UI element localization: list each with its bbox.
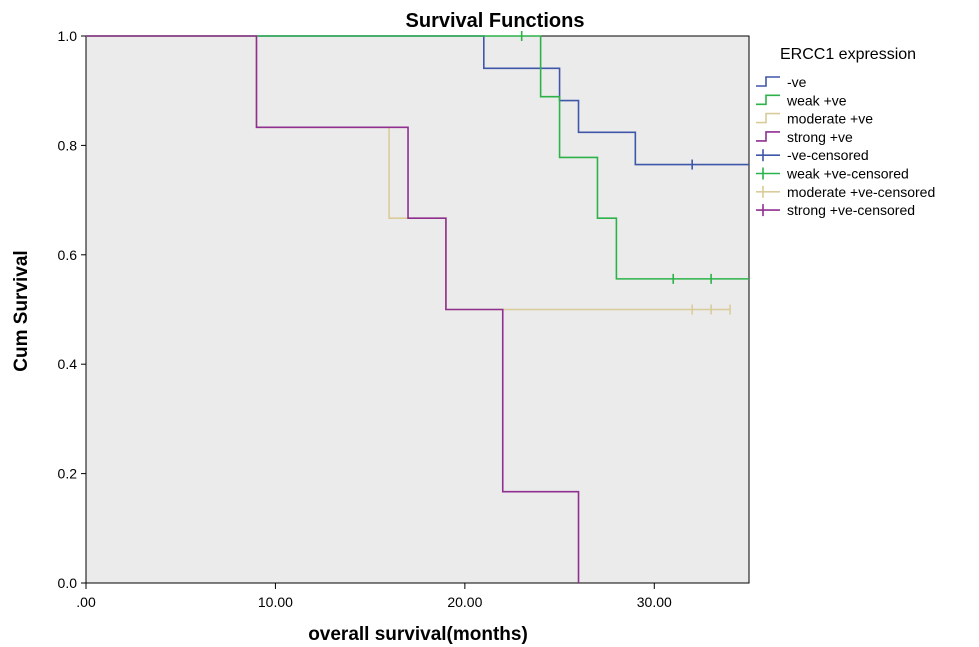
x-tick-label: 10.00 xyxy=(258,594,293,610)
series-line-1 xyxy=(86,35,749,280)
legend: -ve weak +ve moderate +ve strong +ve -ve-cen… xyxy=(756,74,935,218)
y-axis: 0.0 0.2 0.4 0.6 0.8 1.0 xyxy=(58,28,86,591)
chart-title: Survival Functions xyxy=(406,10,585,32)
legend-label: -ve-censored xyxy=(787,147,869,163)
series-line-0 xyxy=(86,35,749,166)
y-axis-label: Cum Survival xyxy=(11,250,32,371)
legend-label: strong +ve xyxy=(787,129,853,145)
y-tick-label: 0.6 xyxy=(58,247,78,263)
legend-label: moderate +ve xyxy=(787,111,873,127)
y-tick-label: 1.0 xyxy=(58,28,78,44)
legend-title: ERCC1 expression xyxy=(780,46,916,63)
legend-label: -ve xyxy=(787,74,807,90)
legend-swatch xyxy=(756,94,780,106)
x-tick-label: 30.00 xyxy=(637,594,672,610)
survival-curves xyxy=(86,31,749,583)
x-axis: .00 10.00 20.00 30.00 xyxy=(76,583,672,610)
y-tick-label: 0.4 xyxy=(58,356,78,372)
legend-swatch xyxy=(756,131,780,142)
legend-swatch xyxy=(756,76,780,87)
y-tick-label: 0.8 xyxy=(58,137,78,153)
legend-label: strong +ve-censored xyxy=(787,202,915,218)
series-line-3 xyxy=(86,35,580,583)
legend-label: moderate +ve-censored xyxy=(787,184,935,200)
x-tick-label: 20.00 xyxy=(447,594,482,610)
y-tick-label: 0.2 xyxy=(58,466,78,482)
legend-label: weak +ve-censored xyxy=(786,166,909,182)
legend-label: weak +ve xyxy=(786,92,847,108)
x-axis-label: overall survival(months) xyxy=(308,624,528,645)
legend-swatch xyxy=(756,112,780,124)
x-tick-label: .00 xyxy=(76,594,96,610)
y-tick-label: 0.0 xyxy=(58,575,78,591)
